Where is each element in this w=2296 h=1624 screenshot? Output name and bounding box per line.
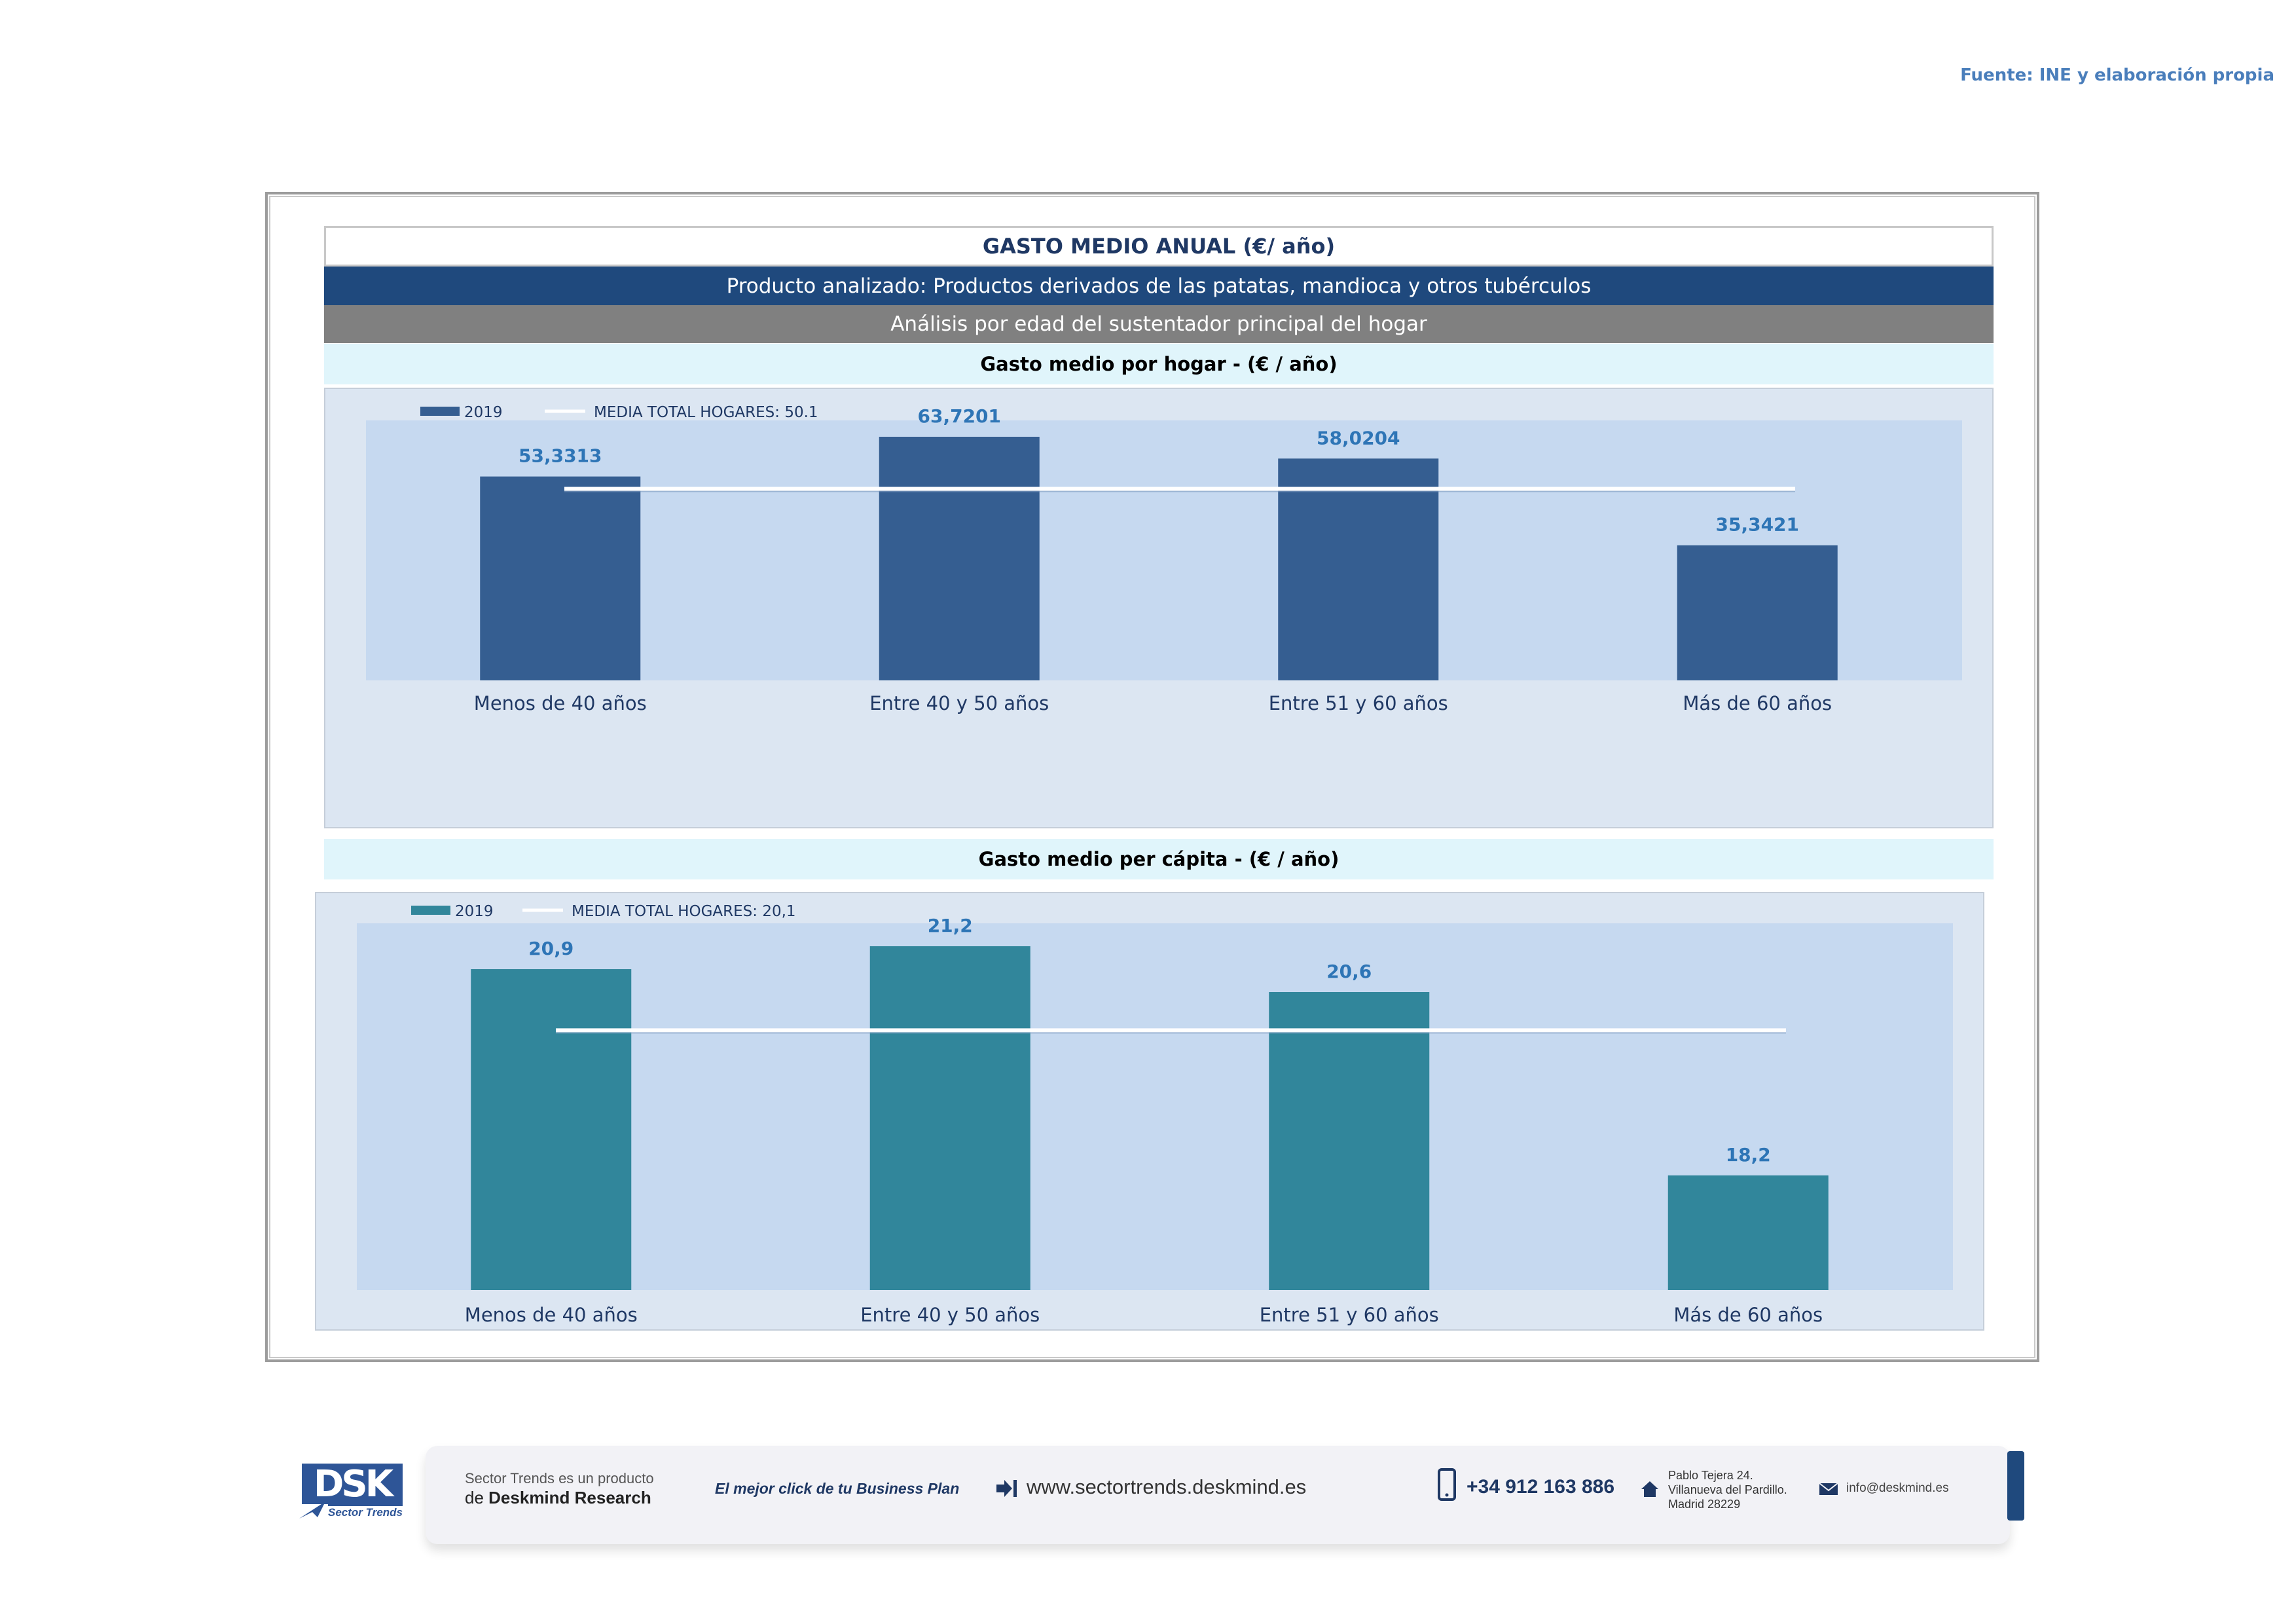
- report-frame: [265, 192, 2039, 1362]
- product-band: Producto analizado: Productos derivados …: [324, 267, 1994, 305]
- bar-3: [1269, 992, 1430, 1290]
- legend-label-media: MEDIA TOTAL HOGARES: 50.1: [594, 404, 818, 421]
- household-chart-svg: 2019 MEDIA TOTAL HOGARES: 50.1 53,3313 Meno…: [366, 404, 1962, 714]
- website-link[interactable]: www.sectortrends.deskmind.es: [1027, 1475, 1307, 1498]
- legend-label-2019: 2019: [455, 903, 494, 920]
- logo-arrow-icon: [299, 1502, 325, 1519]
- bar-3: [1278, 458, 1439, 680]
- per-capita-spending-chart: 2019 MEDIA TOTAL HOGARES: 20,1 20,9 Menos d…: [315, 892, 1984, 1331]
- phone-icon: [1438, 1468, 1456, 1501]
- logo-subtitle: Sector Trends: [328, 1504, 403, 1521]
- legend-swatch-2019: [411, 906, 450, 915]
- report-title: GASTO MEDIO ANUAL (€/ año): [324, 226, 1994, 267]
- footer-card: Sector Trends es un producto de Deskmind…: [426, 1446, 2024, 1544]
- category-label-1: Menos de 40 años: [474, 692, 647, 714]
- legend-swatch-2019: [420, 407, 460, 416]
- home-icon: [1641, 1481, 1658, 1497]
- logo-mark: DSK: [302, 1463, 403, 1505]
- category-label-3: Entre 51 y 60 años: [1260, 1304, 1439, 1326]
- product-line-2-prefix: de: [465, 1488, 484, 1507]
- address-line-3: Madrid 28229: [1668, 1498, 1741, 1511]
- data-label-1: 20,9: [528, 938, 574, 959]
- phone-number[interactable]: +34 912 163 886: [1467, 1476, 1615, 1498]
- category-label-1: Menos de 40 años: [465, 1304, 638, 1326]
- data-label-4: 18,2: [1726, 1144, 1771, 1166]
- product-line-2: de Deskmind Research: [465, 1488, 651, 1508]
- legend-label-2019: 2019: [464, 404, 503, 421]
- bar-4: [1667, 1175, 1829, 1290]
- data-label-4: 35,3421: [1715, 514, 1799, 536]
- dsk-logo: DSK Sector Trends: [297, 1463, 403, 1526]
- household-spending-chart: 2019 MEDIA TOTAL HOGARES: 50.1 53,3313 Meno…: [324, 388, 1994, 828]
- link-arrow-icon: [996, 1480, 1017, 1497]
- data-label-2: 63,7201: [917, 405, 1001, 427]
- address-line-1: Pablo Tejera 24.: [1668, 1469, 1753, 1482]
- report-frame-inner: [269, 196, 2035, 1358]
- bar-2: [869, 946, 1030, 1290]
- data-label-2: 21,2: [928, 915, 973, 936]
- per-capita-chart-svg: 2019 MEDIA TOTAL HOGARES: 20,1 20,9 Menos d…: [357, 903, 1953, 1326]
- chart1-title: Gasto medio por hogar - (€ / año): [324, 344, 1994, 384]
- footer: DSK Sector Trends Sector Trends es un pr…: [265, 1441, 2039, 1565]
- category-label-4: Más de 60 años: [1683, 692, 1832, 714]
- address: Pablo Tejera 24. Villanueva del Pardillo…: [1668, 1468, 1787, 1511]
- bar-1: [471, 969, 632, 1290]
- source-note: Fuente: INE y elaboración propia: [1960, 65, 2274, 85]
- address-line-2: Villanueva del Pardillo.: [1668, 1483, 1787, 1496]
- category-label-2: Entre 40 y 50 años: [869, 692, 1049, 714]
- data-label-3: 58,0204: [1317, 427, 1400, 449]
- product-line-1: Sector Trends es un producto: [465, 1470, 654, 1486]
- data-label-3: 20,6: [1326, 961, 1372, 982]
- slogan: El mejor click de tu Business Plan: [715, 1480, 960, 1497]
- legend-label-media: MEDIA TOTAL HOGARES: 20,1: [572, 903, 796, 920]
- footer-accent: [2007, 1451, 2024, 1521]
- analysis-band: Análisis por edad del sustentador princi…: [324, 305, 1994, 343]
- chart2-title: Gasto medio per cápita - (€ / año): [324, 839, 1994, 879]
- brand-name: Deskmind Research: [488, 1488, 651, 1507]
- category-label-3: Entre 51 y 60 años: [1269, 692, 1448, 714]
- bar-2: [879, 436, 1040, 680]
- category-label-2: Entre 40 y 50 años: [860, 1304, 1040, 1326]
- email-icon: [1819, 1483, 1838, 1495]
- email-link[interactable]: info@deskmind.es: [1846, 1481, 1949, 1495]
- bar-1: [480, 476, 641, 680]
- bar-4: [1677, 545, 1838, 680]
- data-label-1: 53,3313: [519, 445, 602, 467]
- category-label-4: Más de 60 años: [1673, 1304, 1823, 1326]
